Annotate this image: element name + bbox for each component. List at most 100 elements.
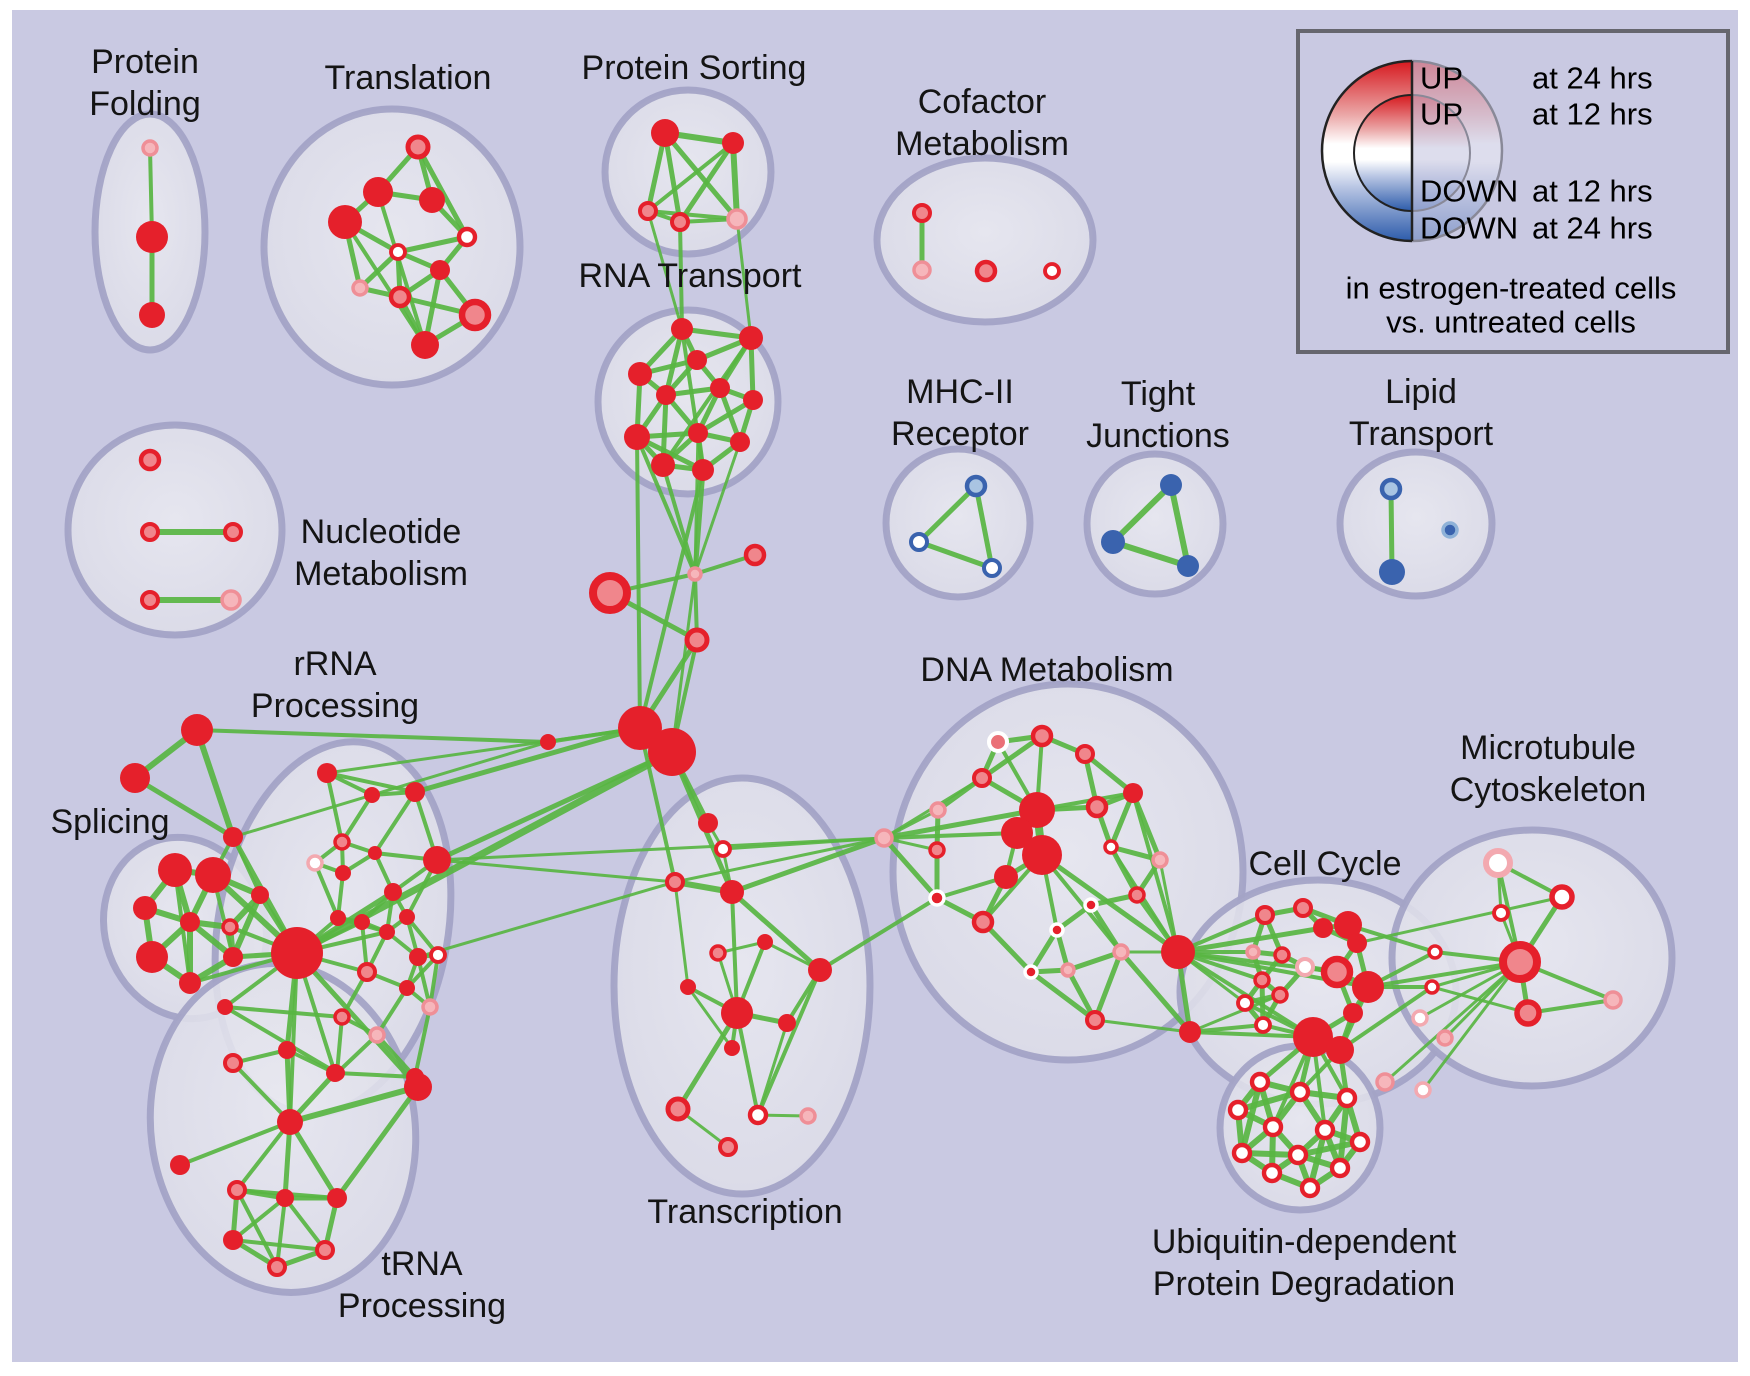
gene-node (1254, 1016, 1272, 1034)
cluster-label-dna-metabolism: DNA Metabolism (920, 651, 1173, 689)
gene-node (671, 318, 693, 340)
gene-node (404, 1073, 432, 1101)
gene-node (1483, 848, 1513, 878)
legend-time-label: at 12 hrs (1532, 97, 1653, 132)
interaction-edge (818, 896, 939, 972)
legend-direction-label: DOWN (1420, 174, 1518, 209)
gene-node (1273, 946, 1291, 964)
interaction-edge (287, 1084, 421, 1125)
gene-node (276, 1189, 294, 1207)
gene-node (808, 958, 832, 982)
gene-node (181, 714, 213, 746)
gene-node (747, 1104, 769, 1126)
gene-node (1023, 964, 1039, 980)
gene-node (929, 801, 947, 819)
interaction-edge (638, 726, 677, 884)
gene-node (141, 139, 159, 157)
legend: UP at 24 hrs UP at 12 hrs DOWN at 12 hrs DOWN a… (1296, 29, 1730, 354)
gene-node (1343, 1003, 1363, 1023)
legend-caption-line1: in estrogen-treated cells (1346, 271, 1677, 306)
gene-node (220, 589, 242, 611)
legend-direction-label: DOWN (1420, 211, 1518, 246)
gene-node (721, 997, 753, 1029)
interaction-edge (1383, 960, 1522, 1084)
gene-node (1424, 979, 1440, 995)
gene-node (195, 857, 231, 893)
interaction-edge (1082, 751, 1136, 796)
interaction-edge (1130, 790, 1163, 863)
interaction-edge (916, 539, 995, 571)
cluster-label-mhc-ii-receptor: MHC-II (906, 373, 1014, 411)
interaction-edge (638, 468, 705, 730)
gene-node (1001, 817, 1033, 849)
cluster-label-translation: Translation (325, 59, 492, 97)
gene-node (688, 423, 708, 443)
gene-node (221, 918, 239, 936)
gene-node (458, 298, 492, 332)
gene-node (799, 1107, 817, 1125)
gene-node (315, 1240, 335, 1260)
gene-node (1334, 911, 1362, 939)
gene-node (1060, 962, 1076, 978)
gene-node (1236, 994, 1254, 1012)
gene-node (687, 566, 703, 582)
interaction-edge (375, 986, 409, 1037)
gene-node (405, 134, 431, 160)
interaction-edge (673, 836, 886, 884)
gene-node (133, 896, 157, 920)
gene-node (409, 948, 427, 966)
gene-node (628, 362, 652, 386)
interaction-edge (435, 836, 886, 862)
gene-node (136, 941, 168, 973)
gene-node (651, 453, 675, 477)
interaction-edge (1421, 960, 1522, 1092)
gene-node (429, 946, 447, 964)
gene-node (1499, 941, 1541, 983)
gene-node (1326, 1036, 1354, 1064)
cluster-label-trna-processing: Processing (338, 1287, 506, 1325)
gene-node (912, 260, 932, 280)
interaction-edge (325, 771, 344, 844)
interaction-edge (881, 807, 1040, 841)
cluster-label-rna-transport: RNA Transport (579, 257, 803, 295)
cluster-ellipse-lipid-transport (1336, 448, 1496, 600)
interaction-edge (230, 892, 263, 960)
interaction-edge (1131, 791, 1180, 954)
gene-node (1287, 1144, 1309, 1166)
interaction-edge (675, 1010, 740, 1112)
gene-node (1414, 1081, 1432, 1099)
gene-node (278, 1041, 296, 1059)
interaction-edge (275, 1196, 287, 1269)
gene-node (1022, 835, 1062, 875)
gene-node (136, 221, 168, 253)
gene-node (1320, 955, 1354, 989)
gene-node (743, 543, 767, 567)
cluster-label-cofactor-metabolism: Cofactor (918, 83, 1047, 121)
interaction-edge (1388, 486, 1395, 575)
gene-node (718, 1137, 738, 1157)
interaction-edge (1110, 482, 1174, 545)
gene-node (140, 522, 160, 542)
gene-node (722, 132, 744, 154)
interaction-edge (235, 1120, 292, 1192)
gene-node (1227, 1099, 1249, 1121)
cluster-label-cell-cycle: Cell Cycle (1248, 845, 1401, 883)
gene-node (698, 813, 718, 833)
interaction-edge (730, 890, 739, 1015)
interaction-edge (635, 435, 642, 730)
gene-node (1441, 521, 1459, 539)
gene-node (1271, 986, 1289, 1004)
gene-node (757, 934, 773, 950)
gene-node (158, 853, 192, 887)
cluster-label-cofactor-metabolism: Metabolism (895, 125, 1069, 163)
cluster-ellipse-protein-sorting (601, 86, 775, 258)
gene-node (1289, 1081, 1311, 1103)
cluster-label-protein-folding: Folding (89, 85, 201, 123)
interaction-edge (1092, 949, 1124, 1023)
interaction-edge (662, 130, 683, 225)
gene-node (971, 910, 995, 934)
gene-node (354, 914, 370, 930)
gene-node (1299, 1177, 1321, 1199)
gene-node (909, 532, 929, 552)
